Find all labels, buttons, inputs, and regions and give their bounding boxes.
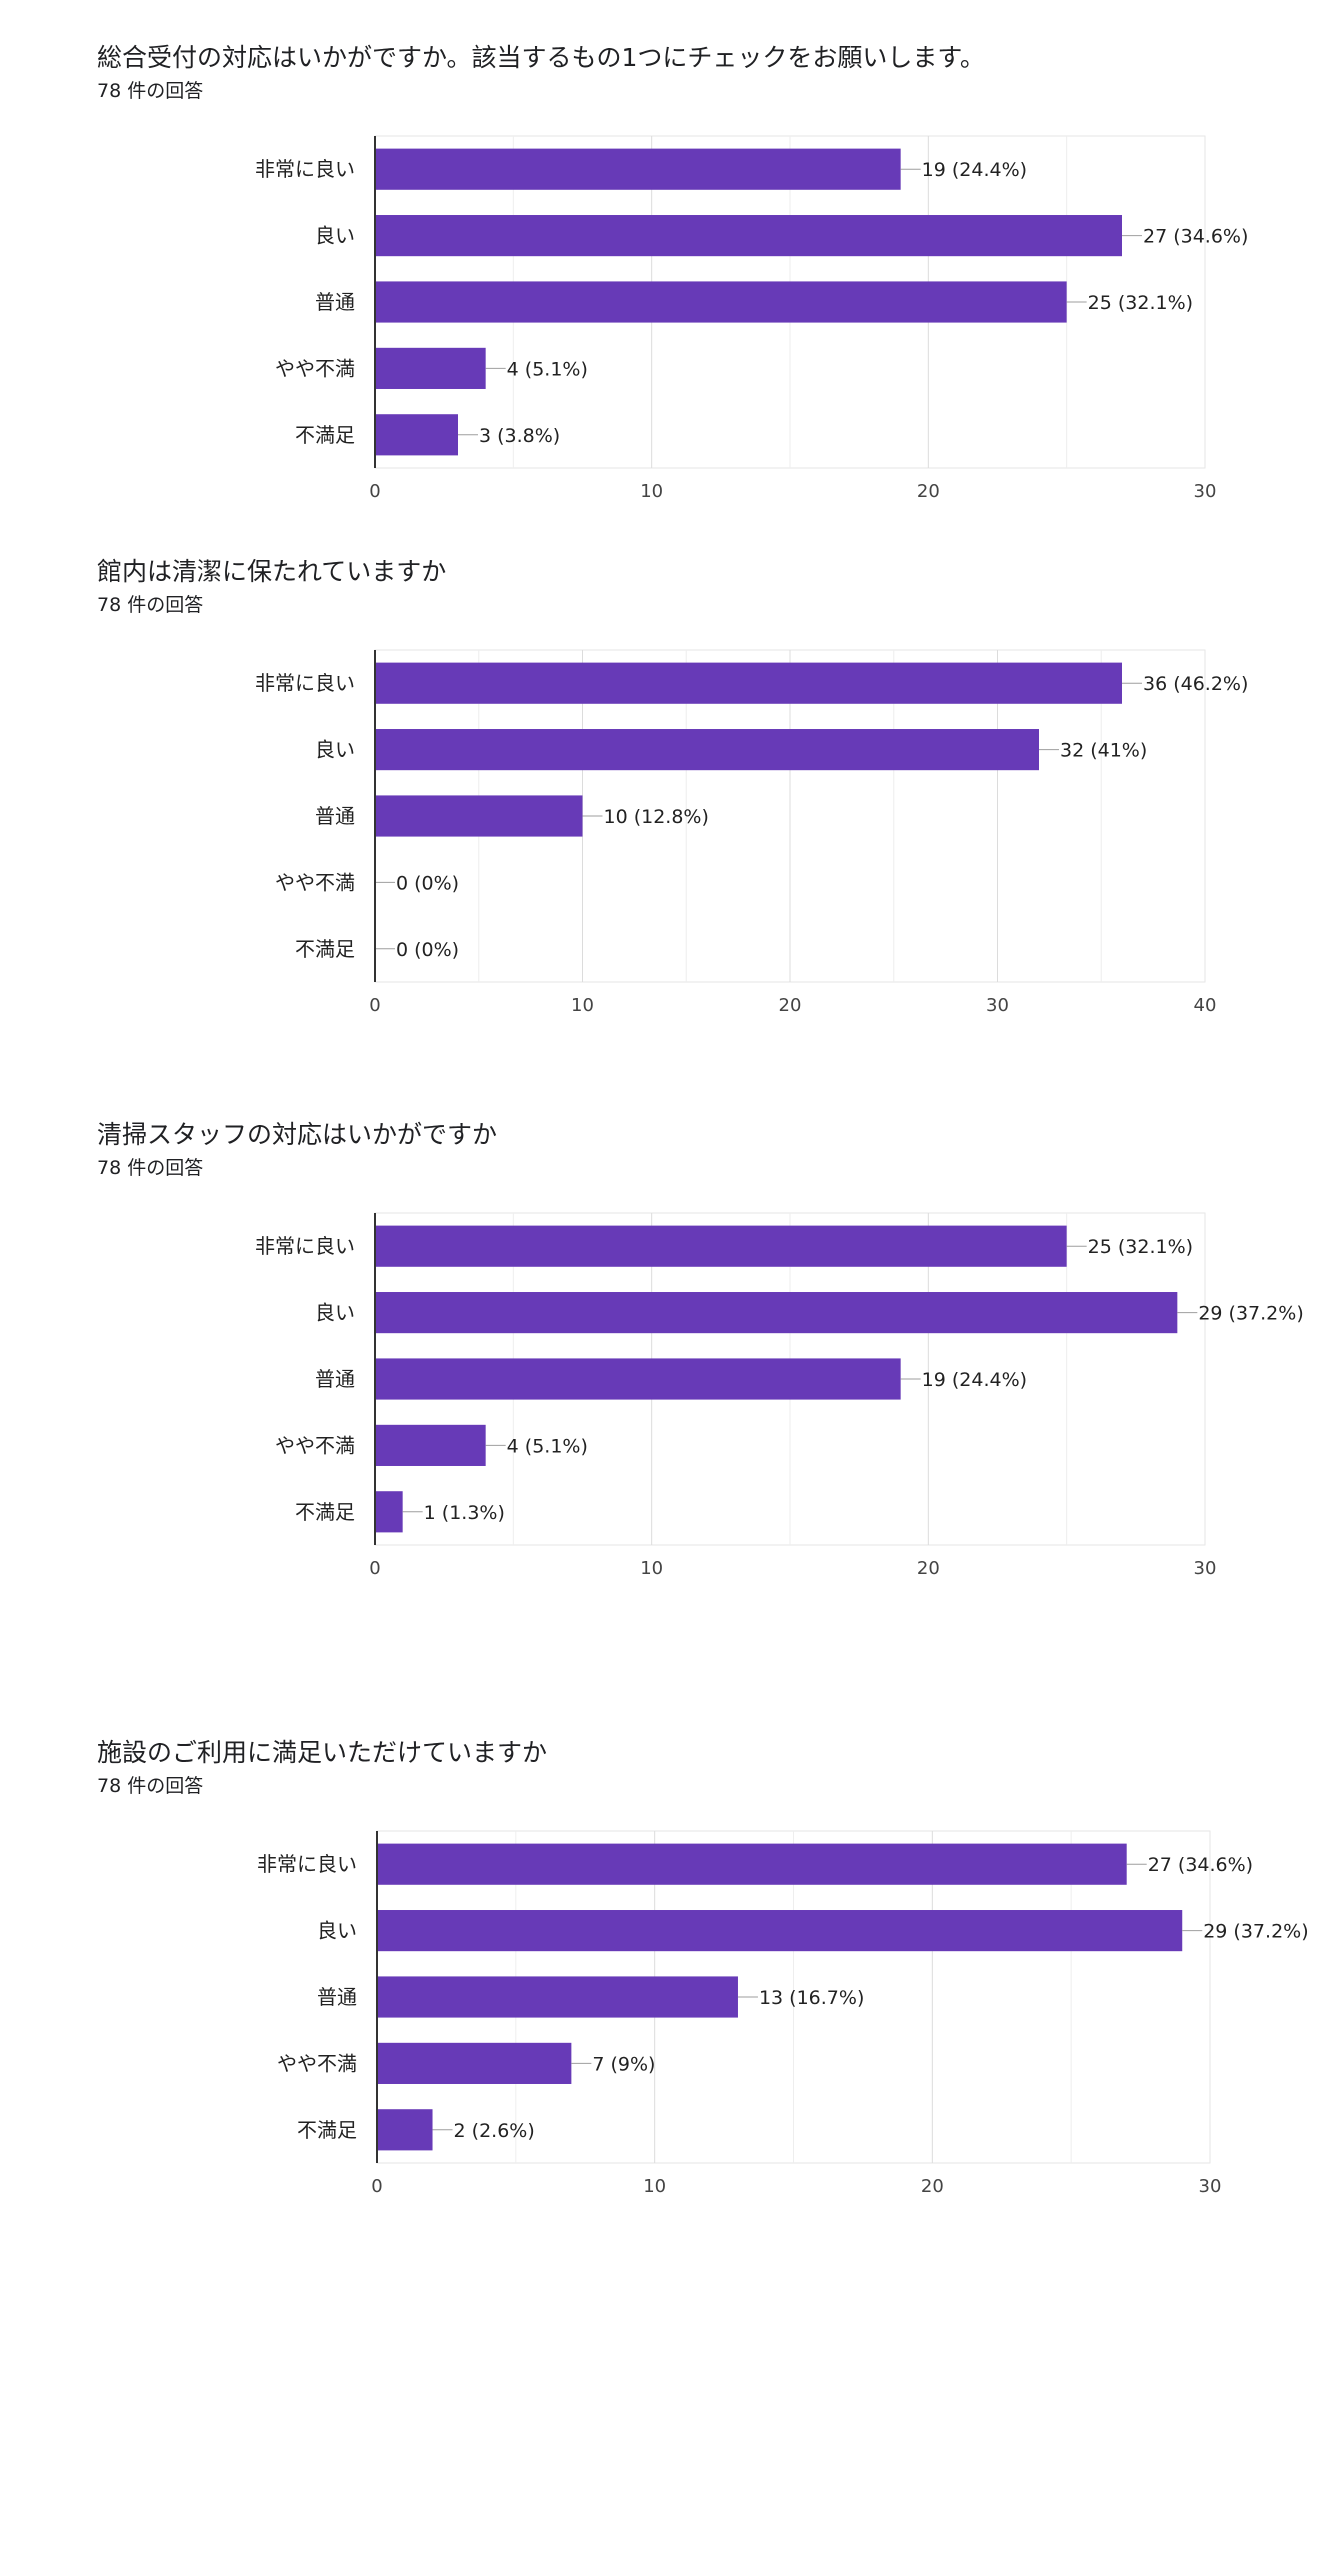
bar bbox=[377, 1843, 1127, 1885]
category-label: 良い bbox=[317, 1919, 357, 1943]
data-label: 4 (5.1%) bbox=[507, 358, 588, 380]
category-label: 不満足 bbox=[295, 1500, 355, 1524]
x-tick-label: 10 bbox=[640, 481, 663, 502]
category-label: 不満足 bbox=[297, 2118, 357, 2142]
data-label: 13 (16.7%) bbox=[759, 1987, 864, 2009]
bar bbox=[375, 662, 1122, 704]
x-tick-label: 30 bbox=[1194, 1558, 1217, 1579]
bar-chart: 0 10 20 30 非常に良い 19 (24.4%) 良い 27 (34.6%) 普通 25 (… bbox=[255, 135, 1248, 502]
x-tick-label: 0 bbox=[369, 1558, 380, 1579]
data-label: 7 (9%) bbox=[592, 2053, 655, 2075]
x-tick-label: 20 bbox=[921, 2176, 944, 2197]
bar bbox=[375, 1424, 486, 1466]
data-label: 19 (24.4%) bbox=[922, 159, 1027, 181]
response-count: 78 件の回答 bbox=[97, 1775, 204, 1797]
x-tick-label: 0 bbox=[369, 481, 380, 502]
x-tick-label: 20 bbox=[779, 995, 802, 1016]
x-tick-label: 20 bbox=[917, 1558, 940, 1579]
response-count: 78 件の回答 bbox=[97, 1157, 204, 1179]
response-count: 78 件の回答 bbox=[97, 80, 204, 102]
bar-chart: 0 10 20 30 非常に良い 25 (32.1%) 良い 29 (37.2%) 普通 19 (… bbox=[255, 1212, 1304, 1579]
bar bbox=[375, 795, 583, 837]
x-tick-label: 30 bbox=[986, 995, 1009, 1016]
bar bbox=[375, 1292, 1178, 1334]
category-label: 良い bbox=[315, 224, 355, 248]
data-label: 2 (2.6%) bbox=[454, 2120, 535, 2142]
category-label: 普通 bbox=[315, 1367, 355, 1391]
category-label: 不満足 bbox=[295, 423, 355, 447]
data-label: 0 (0%) bbox=[396, 939, 459, 961]
category-label: 非常に良い bbox=[255, 157, 355, 181]
bar bbox=[377, 1910, 1183, 1952]
category-label: 非常に良い bbox=[255, 671, 355, 695]
data-label: 29 (37.2%) bbox=[1203, 1921, 1308, 1943]
data-label: 36 (46.2%) bbox=[1143, 673, 1248, 695]
bar bbox=[375, 148, 901, 190]
bar bbox=[375, 414, 458, 456]
category-label: 非常に良い bbox=[255, 1234, 355, 1258]
bar bbox=[375, 215, 1122, 257]
x-tick-label: 40 bbox=[1194, 995, 1217, 1016]
question-title: 館内は清潔に保たれていますか bbox=[97, 557, 447, 586]
data-label: 3 (3.8%) bbox=[479, 425, 560, 447]
bar bbox=[377, 2109, 433, 2151]
data-label: 1 (1.3%) bbox=[424, 1502, 505, 1524]
data-label: 25 (32.1%) bbox=[1088, 292, 1193, 314]
data-label: 19 (24.4%) bbox=[922, 1369, 1027, 1391]
question-title: 施設のご利用に満足いただけていますか bbox=[97, 1738, 548, 1767]
category-label: やや不満 bbox=[277, 2051, 357, 2075]
category-label: やや不満 bbox=[275, 356, 355, 380]
category-label: 良い bbox=[315, 738, 355, 762]
data-label: 27 (34.6%) bbox=[1143, 226, 1248, 248]
question-title: 総合受付の対応はいかがですか。該当するもの1つにチェックをお願いします。 bbox=[97, 43, 985, 72]
x-tick-label: 10 bbox=[643, 2176, 666, 2197]
category-label: 良い bbox=[315, 1301, 355, 1325]
x-tick-label: 10 bbox=[571, 995, 594, 1016]
data-label: 32 (41%) bbox=[1060, 740, 1147, 762]
bar-chart: 0 10 20 30 非常に良い 27 (34.6%) 良い 29 (37.2%) 普通 13 (… bbox=[257, 1830, 1309, 2197]
bar bbox=[375, 1358, 901, 1400]
bar bbox=[375, 347, 486, 389]
category-label: 不満足 bbox=[295, 937, 355, 961]
x-tick-label: 0 bbox=[369, 995, 380, 1016]
category-label: やや不満 bbox=[275, 870, 355, 894]
bar-chart: 0 10 20 30 40 非常に良い 36 (46.2%) 良い 32 (41%) 普通 10 (… bbox=[255, 649, 1248, 1016]
x-tick-label: 10 bbox=[640, 1558, 663, 1579]
data-label: 27 (34.6%) bbox=[1148, 1854, 1253, 1876]
data-label: 25 (32.1%) bbox=[1088, 1236, 1193, 1258]
bar bbox=[375, 1225, 1067, 1267]
bar bbox=[375, 729, 1039, 771]
bar bbox=[375, 1491, 403, 1533]
data-label: 10 (12.8%) bbox=[604, 806, 709, 828]
question-title: 清掃スタッフの対応はいかがですか bbox=[97, 1120, 498, 1149]
x-tick-label: 30 bbox=[1194, 481, 1217, 502]
data-label: 29 (37.2%) bbox=[1198, 1303, 1303, 1325]
category-label: 普通 bbox=[315, 804, 355, 828]
x-tick-label: 30 bbox=[1199, 2176, 1222, 2197]
data-label: 4 (5.1%) bbox=[507, 1435, 588, 1457]
data-label: 0 (0%) bbox=[396, 872, 459, 894]
category-label: やや不満 bbox=[275, 1433, 355, 1457]
bar bbox=[375, 281, 1067, 323]
category-label: 非常に良い bbox=[257, 1852, 357, 1876]
bar bbox=[377, 2042, 572, 2084]
category-label: 普通 bbox=[317, 1985, 357, 2009]
bar bbox=[377, 1976, 738, 2018]
x-tick-label: 20 bbox=[917, 481, 940, 502]
response-count: 78 件の回答 bbox=[97, 594, 204, 616]
category-label: 普通 bbox=[315, 290, 355, 314]
x-tick-label: 0 bbox=[371, 2176, 382, 2197]
